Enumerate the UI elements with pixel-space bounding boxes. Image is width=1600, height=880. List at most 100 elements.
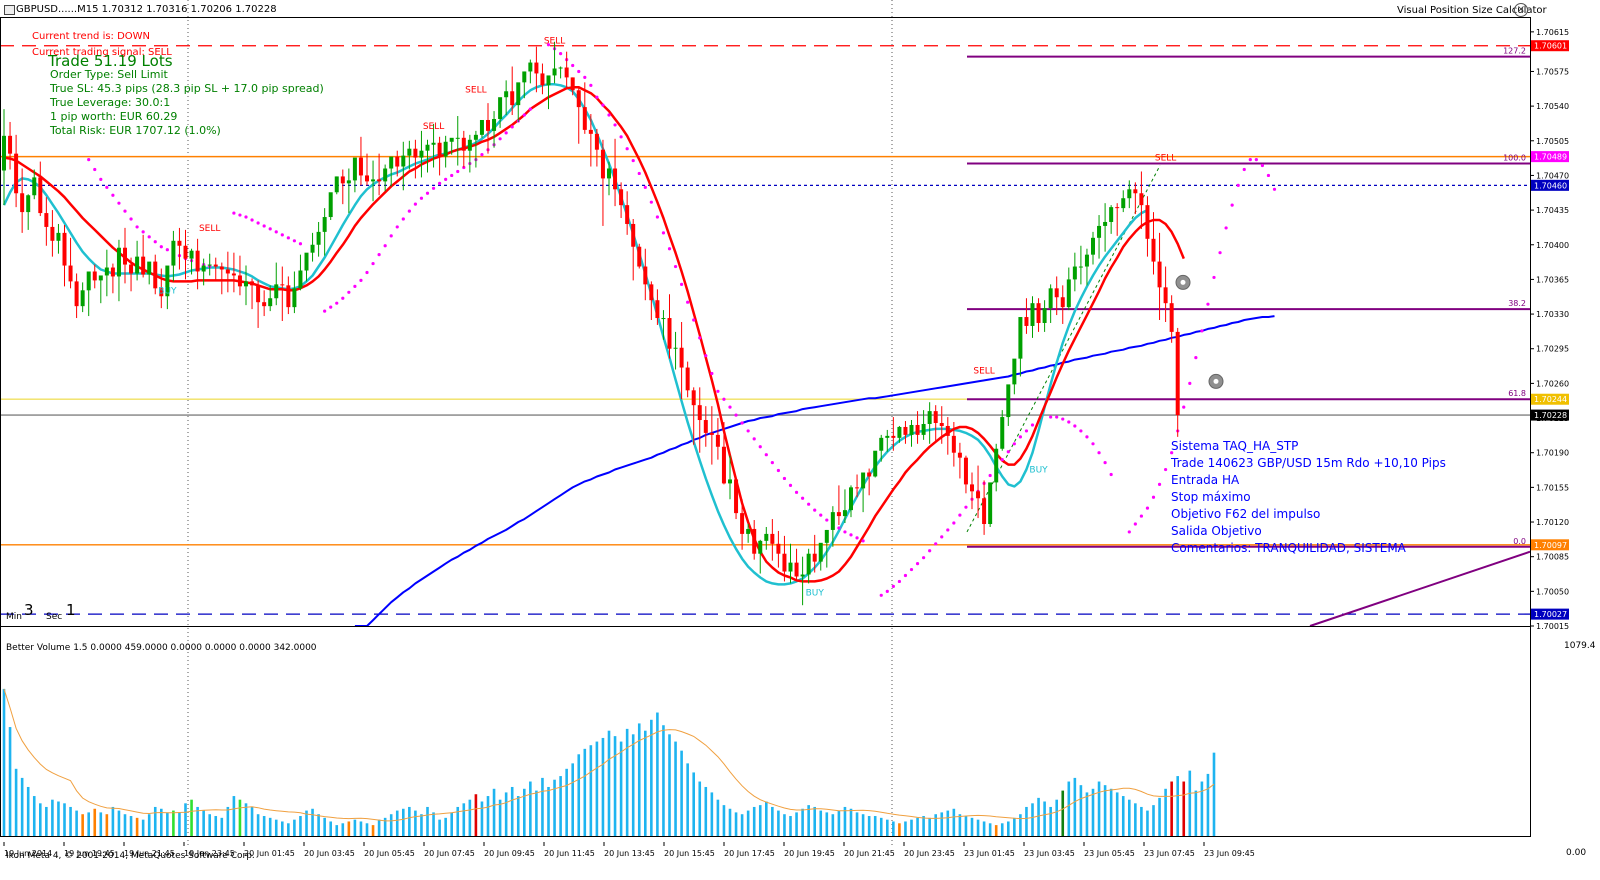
psar-dot [601,103,605,107]
candle-body [576,90,581,108]
volume-bar [45,806,48,836]
psar-dot [928,549,932,553]
price-tick-label: 1.70120 [1536,518,1569,527]
psar-dot [1212,275,1216,280]
psar-dot [607,113,611,117]
candle-body [304,252,309,271]
candle-body [123,247,127,265]
psar-dot [837,526,841,530]
candle-body [752,528,757,554]
psar-dot [619,135,623,139]
volume-bar [117,810,121,836]
volume-bar [504,792,508,836]
price-tick-label: 1.70470 [1536,171,1569,180]
volume-bar [1194,790,1198,836]
candle-body [667,318,672,349]
volume-bar [141,819,145,836]
candle-body [20,193,25,213]
volume-bar [111,806,115,836]
volume-bar [686,763,689,836]
volume-bar [650,719,653,836]
volume-bar [14,768,18,836]
volume-bar [940,812,944,836]
price-label-box [1531,409,1569,421]
volume-bar [716,799,720,836]
fib-level-label: 0.0 [1513,537,1526,546]
candle-body [56,232,61,241]
psar-dot [625,147,629,151]
volume-bar [644,730,647,836]
candle-body [1151,238,1156,262]
psar-dot [940,535,944,539]
candle-body [782,553,787,572]
chart-icon [4,5,15,15]
volume-bar [825,812,829,836]
candle-body [734,479,739,514]
volume-bar [480,801,484,836]
candle-body [413,148,418,158]
chart-frame [0,17,1531,837]
candle-body [250,281,255,286]
position-total-risk: Total Risk: EUR 1707.12 (1.0%) [50,124,221,137]
psar-dot [425,191,430,195]
candle-body [879,437,884,451]
psar-dot [673,264,678,269]
psar-dot [1127,530,1131,534]
volume-bar [486,796,490,836]
psar-dot [1266,173,1271,178]
volume-bar [1206,773,1210,836]
candle-body [292,288,297,308]
psar-dot [395,225,399,229]
volume-bar [565,768,568,836]
candle-body [201,265,206,272]
candle-body [637,246,642,267]
candle-body [812,553,817,562]
time-axis: 19 Jun 2014 19 Jun 19:45 19 Jun 21:45 19 Ju… [3,842,1255,858]
volume-bar [656,712,659,836]
candle-body [873,450,878,477]
volume-bar [982,821,986,836]
timer-sec-value: 1 [66,601,76,619]
calculator-label[interactable]: Visual Position Size Calculator [1397,5,1547,16]
volume-bar [420,814,423,836]
close-icon[interactable]: × [1514,3,1528,17]
volume-bar [1109,788,1113,836]
psar-dot [698,336,702,340]
candle-body [498,97,503,119]
volume-bar [190,799,193,836]
psar-dot [365,270,369,275]
volume-bar [51,799,54,836]
candle-body [1127,189,1132,199]
volume-bar [795,812,798,836]
psar-dot [1012,442,1016,446]
volume-bar [153,806,157,836]
psar-dot [123,209,127,213]
purple-trend-line [1309,550,1531,627]
psar-dot [371,261,375,266]
note-line-2: Trade 140623 GBP/USD 15m Rdo +10,10 Pips [1171,456,1446,470]
candle-body [1091,237,1095,255]
parabolic-sar [87,43,1277,597]
psar-dot [1206,302,1210,306]
volume-bar [843,806,847,836]
psar-dot [250,218,254,222]
trend-text: Current trend is: DOWN [32,31,151,42]
volume-bar [353,819,357,836]
volume-bar [746,810,750,836]
price-label-box [1531,151,1569,163]
candle-body [516,82,521,106]
time-tick-label: 19 Jun 19:45 [64,849,115,858]
volume-bar [625,728,629,836]
candle-body [619,189,624,206]
volume-bar [1025,806,1028,836]
psar-dot [1085,435,1089,439]
position-leverage: True Leverage: 30.0:1 [50,96,171,109]
candle-body [1012,358,1017,385]
psar-dot [244,215,248,219]
psar-dot [849,533,853,537]
candle-body [32,177,37,196]
psar-dot [1260,163,1264,168]
fib-level-label: 38.2 [1508,299,1526,308]
volume-bar [1061,790,1065,836]
volume-bar [1182,781,1186,836]
